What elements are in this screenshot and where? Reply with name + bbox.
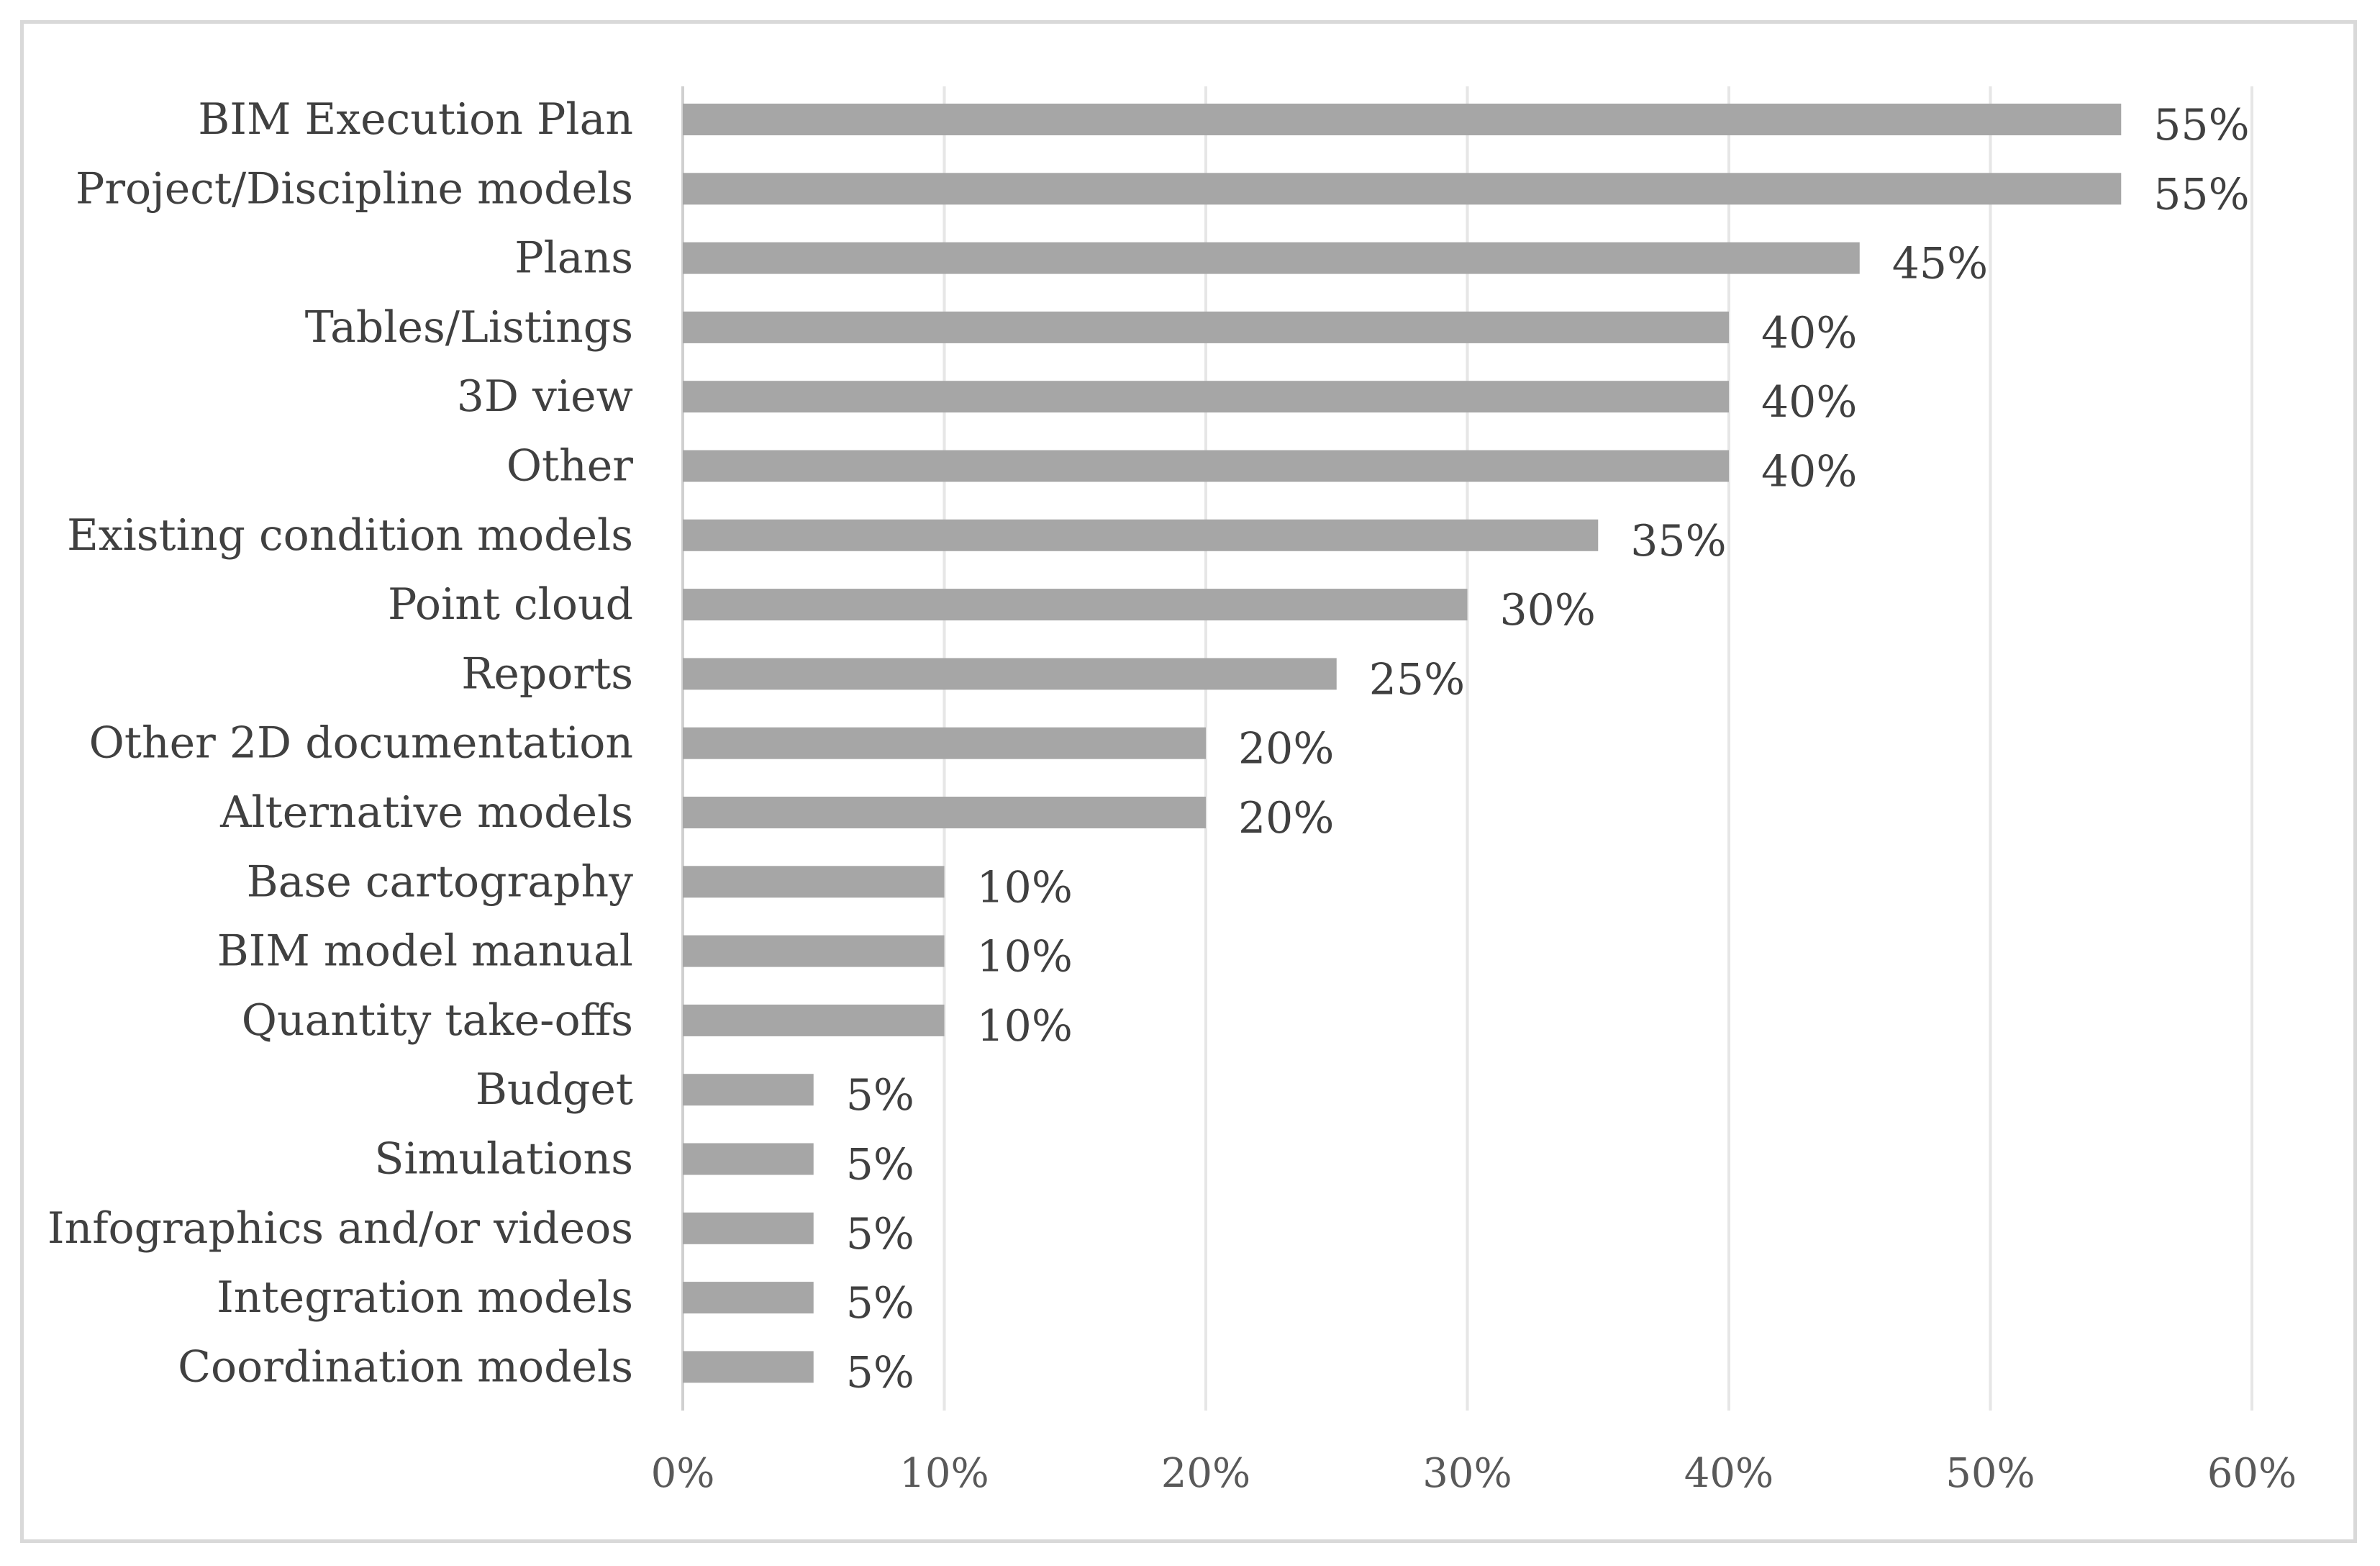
category-label: Other 2D documentation [89, 718, 633, 769]
data-labels: 55% 55% 45% 40% 40% 40% 35% 30% 25% 20% 20% 10% 10% 1… [846, 100, 2250, 1398]
data-label: 40% [1761, 447, 1857, 497]
data-label: 10% [977, 862, 1073, 913]
bar [683, 242, 1860, 274]
category-label: Reports [461, 648, 633, 699]
data-label: 5% [846, 1070, 914, 1121]
data-label: 5% [846, 1347, 914, 1398]
bar [683, 1212, 814, 1244]
bar [683, 658, 1337, 690]
data-label: 5% [846, 1140, 914, 1190]
gridlines [681, 86, 2253, 1411]
bar [683, 450, 1729, 482]
bar [683, 727, 1206, 759]
data-label: 5% [846, 1278, 914, 1329]
x-axis-tick-labels: 0% 10% 20% 30% 40% 50% 60% [651, 1450, 2297, 1497]
bar [683, 381, 1729, 413]
x-tick-label: 10% [899, 1450, 989, 1497]
data-label: 20% [1238, 793, 1334, 843]
x-tick-label: 30% [1422, 1450, 1512, 1497]
bar [683, 935, 945, 967]
data-label: 40% [1761, 308, 1857, 358]
bar [683, 1004, 945, 1036]
category-label: Existing condition models [67, 510, 633, 561]
x-tick-label: 20% [1161, 1450, 1250, 1497]
bar [683, 311, 1729, 343]
category-label: Other [507, 441, 633, 492]
category-label: Project/Discipline models [76, 163, 633, 214]
x-tick-label: 0% [651, 1450, 715, 1497]
category-label: Base cartography [247, 856, 633, 907]
chart-frame [20, 20, 2357, 1543]
bar [683, 1143, 814, 1175]
data-label: 55% [2153, 100, 2249, 150]
category-label: Coordination models [178, 1341, 633, 1392]
category-label: Integration models [217, 1272, 633, 1323]
category-label: Infographics and/or videos [47, 1203, 633, 1254]
bar [683, 797, 1206, 828]
bar [683, 519, 1599, 551]
bars [683, 104, 2122, 1383]
x-tick-label: 40% [1684, 1450, 1773, 1497]
bar [683, 589, 1468, 621]
data-label: 10% [977, 932, 1073, 982]
category-label: Point cloud [388, 579, 633, 630]
category-label: Quantity take-offs [242, 995, 633, 1046]
bar [683, 104, 2122, 135]
data-label: 35% [1630, 516, 1726, 566]
bar [683, 1074, 814, 1106]
data-label: 55% [2153, 169, 2249, 219]
data-label: 40% [1761, 377, 1857, 427]
data-label: 45% [1892, 239, 1988, 289]
data-label: 20% [1238, 724, 1334, 774]
data-label: 30% [1500, 585, 1596, 635]
x-tick-label: 50% [1945, 1450, 2035, 1497]
data-label: 5% [846, 1209, 914, 1259]
category-labels: BIM Execution Plan Project/Discipline mod… [47, 94, 633, 1392]
bar [683, 866, 945, 898]
data-label: 25% [1369, 654, 1465, 705]
category-label: Budget [476, 1064, 633, 1115]
x-tick-label: 60% [2207, 1450, 2297, 1497]
category-label: BIM model manual [217, 926, 633, 977]
category-label: BIM Execution Plan [198, 94, 633, 145]
category-label: Plans [514, 233, 633, 284]
category-label: Simulations [374, 1134, 633, 1185]
bar [683, 173, 2122, 205]
data-label: 10% [977, 1001, 1073, 1051]
category-label: 3D view [457, 371, 633, 422]
category-label: Tables/Listings [305, 302, 633, 353]
category-label: Alternative models [219, 787, 633, 838]
bar [683, 1351, 814, 1383]
bar [683, 1282, 814, 1314]
